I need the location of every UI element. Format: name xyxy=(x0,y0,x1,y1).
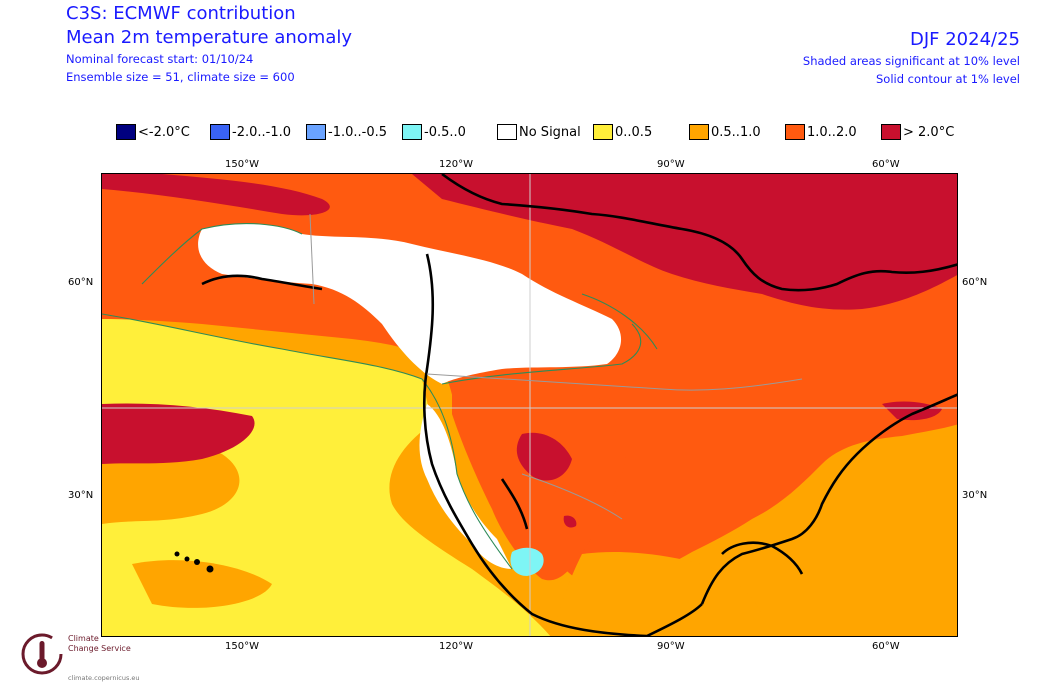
legend-label: 0.5..1.0 xyxy=(711,124,761,140)
lon-label-top: 120°W xyxy=(439,159,473,170)
legend-swatch xyxy=(689,124,709,140)
legend-item: -0.5..0 xyxy=(402,121,466,143)
legend-item: 0.5..1.0 xyxy=(689,121,761,143)
legend-label: No Signal xyxy=(519,124,581,140)
legend-swatch xyxy=(881,124,901,140)
legend-swatch xyxy=(402,124,422,140)
anomaly-region-0.5-1.0 xyxy=(552,552,762,636)
logo-line1: Climate xyxy=(68,634,99,643)
legend-item: -1.0..-0.5 xyxy=(306,121,387,143)
legend-item: 0..0.5 xyxy=(593,121,652,143)
legend-swatch xyxy=(116,124,136,140)
chart-title: C3S: ECMWF contribution xyxy=(66,3,296,24)
lon-label-top: 90°W xyxy=(657,159,685,170)
anomaly-region-above-2 xyxy=(563,515,577,528)
legend-swatch xyxy=(497,124,517,140)
legend-item: No Signal xyxy=(497,121,581,143)
logo-line2: Change Service xyxy=(68,644,131,653)
lat-label-right: 60°N xyxy=(962,277,988,288)
ensemble-info: Ensemble size = 51, climate size = 600 xyxy=(66,70,295,84)
legend-label: 1.0..2.0 xyxy=(807,124,857,140)
lon-label-bottom: 150°W xyxy=(225,641,259,652)
anomaly-region-no-signal xyxy=(419,404,512,569)
anomaly-region-minus-0.5-0 xyxy=(510,547,544,576)
anomaly-region-above-2 xyxy=(882,401,942,421)
legend-item: > 2.0°C xyxy=(881,121,954,143)
legend-swatch xyxy=(593,124,613,140)
graticule xyxy=(102,174,957,636)
logo-text: Climate Change Service xyxy=(68,634,131,654)
lat-label-right: 30°N xyxy=(962,490,988,501)
legend-label: -2.0..-1.0 xyxy=(232,124,291,140)
lon-label-top: 60°W xyxy=(872,159,900,170)
anomaly-region-1.0-2.0 xyxy=(452,384,626,581)
significance-contour xyxy=(102,223,658,570)
legend-label: > 2.0°C xyxy=(903,124,955,140)
anomaly-region-above-2 xyxy=(516,432,572,481)
lat-label-left: 30°N xyxy=(68,490,94,501)
map-svg xyxy=(102,174,957,636)
significance-note: Shaded areas significant at 10% level xyxy=(802,54,1020,68)
c3s-logo: Climate Change Service climate.copernicu… xyxy=(20,630,170,686)
anomaly-region-0.5-1.0 xyxy=(132,560,272,608)
legend-swatch xyxy=(306,124,326,140)
legend-item: -2.0..-1.0 xyxy=(210,121,291,143)
anomaly-map xyxy=(101,173,958,637)
header-right: DJF 2024/25 Shaded areas significant at … xyxy=(803,28,1020,88)
anomaly-region-no-signal xyxy=(198,223,622,384)
lon-label-top: 150°W xyxy=(225,159,259,170)
legend-label: <-2.0°C xyxy=(138,124,190,140)
legend-label: -0.5..0 xyxy=(424,124,466,140)
legend-label: 0..0.5 xyxy=(615,124,653,140)
anomaly-region-above-2 xyxy=(102,174,330,216)
political-boundaries xyxy=(309,213,803,520)
forecast-period: DJF 2024/25 xyxy=(909,29,1020,50)
coastlines xyxy=(201,174,957,636)
anomaly-region-0-0.5 xyxy=(102,314,551,636)
thermometer-logo-icon xyxy=(21,633,63,675)
contour-note: Solid contour at 1% level xyxy=(875,72,1020,86)
lat-label-left: 60°N xyxy=(68,277,94,288)
legend-label: -1.0..-0.5 xyxy=(328,124,387,140)
header-left: C3S: ECMWF contribution Mean 2m temperat… xyxy=(66,2,352,86)
legend-item: 1.0..2.0 xyxy=(785,121,857,143)
lon-label-bottom: 120°W xyxy=(439,641,473,652)
chart-subtitle: Mean 2m temperature anomaly xyxy=(66,27,353,48)
logo-url: climate.copernicus.eu xyxy=(68,674,140,682)
islands xyxy=(174,551,214,573)
legend-item: <-2.0°C xyxy=(116,121,190,143)
anomaly-region-above-2 xyxy=(102,403,255,464)
forecast-start: Nominal forecast start: 01/10/24 xyxy=(66,52,254,66)
legend-swatch xyxy=(785,124,805,140)
legend-swatch xyxy=(210,124,230,140)
lon-label-bottom: 60°W xyxy=(872,641,900,652)
lon-label-bottom: 90°W xyxy=(657,641,685,652)
